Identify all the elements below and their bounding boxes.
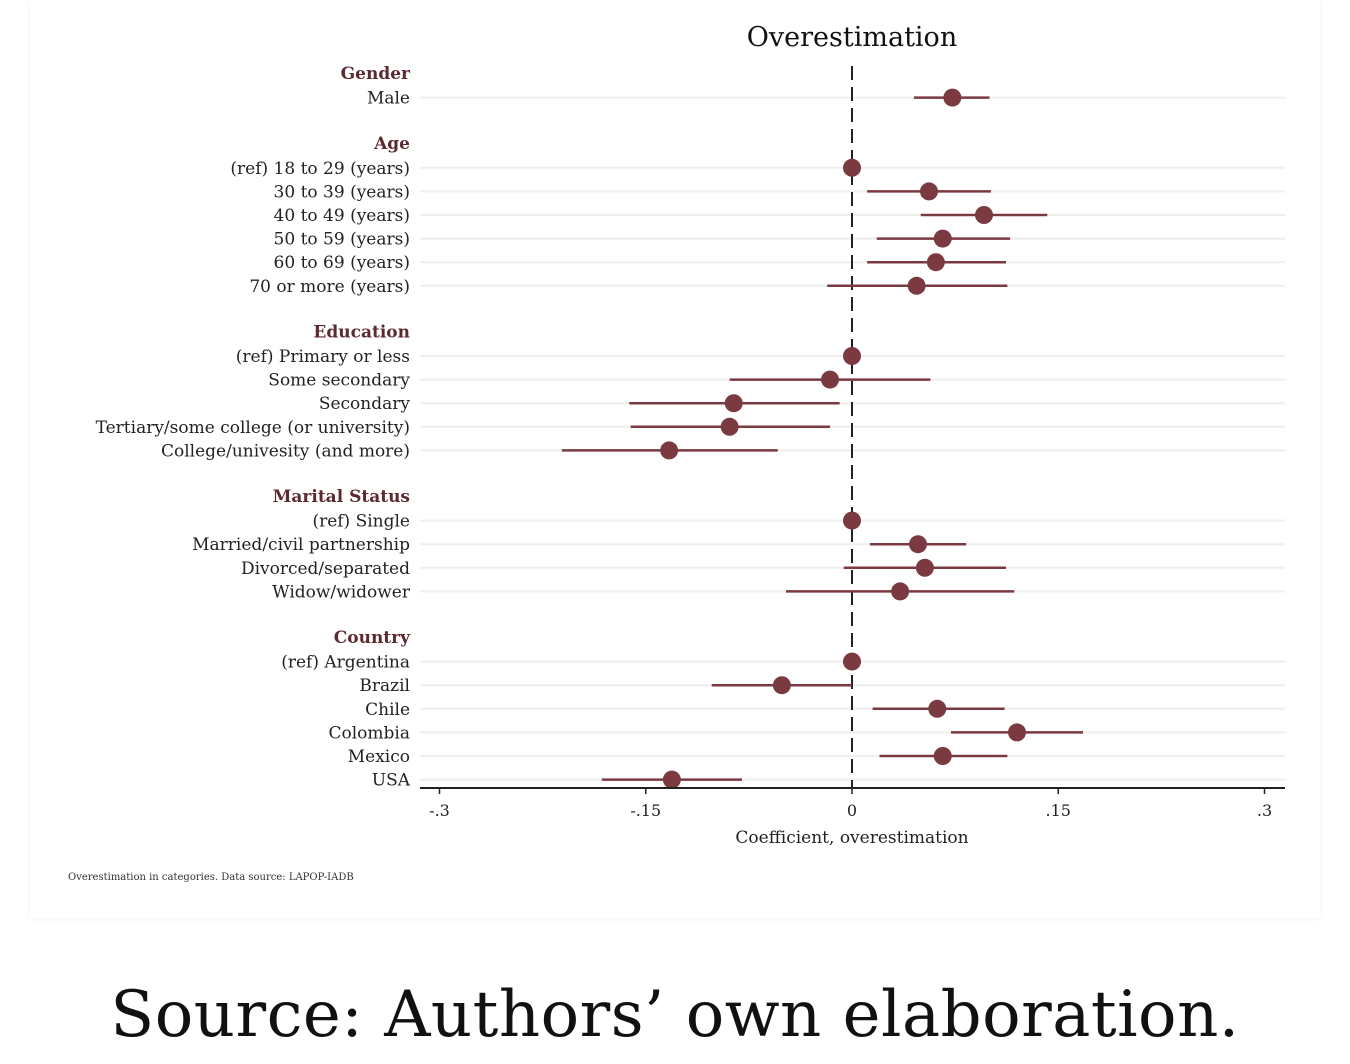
row-label: Colombia — [329, 723, 411, 743]
group-label-gender: Gender — [341, 64, 411, 84]
point-estimate — [915, 558, 934, 577]
row-label: (ref) Primary or less — [236, 347, 410, 367]
point-estimate — [724, 394, 743, 413]
point-estimate — [660, 441, 679, 460]
row-label: USA — [372, 771, 411, 791]
point-estimate — [843, 158, 861, 177]
source-caption: Source: Authors’ own elaboration. — [110, 978, 1240, 1052]
row-label: College/univesity (and more) — [161, 441, 410, 461]
point-estimate — [907, 276, 926, 295]
point-estimate — [843, 652, 861, 671]
point-estimate — [909, 535, 927, 554]
row-labels: Gender Male Age (ref) 18 to 29 (years) 30 to… — [96, 64, 412, 791]
point-estimate — [720, 417, 739, 436]
x-tick-label: 0 — [847, 801, 857, 820]
x-axis-label: Coefficient, overestimation — [735, 828, 968, 848]
point-estimate — [975, 206, 993, 224]
x-tick-label: .3 — [1257, 801, 1272, 820]
point-estimate — [933, 747, 952, 765]
row-label: (ref) 18 to 29 (years) — [230, 159, 410, 179]
row-label: Male — [367, 89, 410, 109]
row-label: Chile — [365, 700, 410, 720]
row-label: 50 to 59 (years) — [274, 230, 410, 250]
x-tick-label: -.3 — [429, 801, 450, 820]
row-label: 40 to 49 (years) — [274, 206, 410, 226]
row-label: 70 or more (years) — [249, 277, 410, 297]
chart-note: Overestimation in categories. Data sourc… — [68, 872, 354, 883]
chart-panel: Overestimation Gender Male Age (ref) 18 to … — [30, 0, 1320, 918]
point-estimate — [943, 88, 962, 107]
row-label: Secondary — [319, 394, 411, 414]
group-label-age: Age — [373, 134, 410, 154]
confidence-intervals — [561, 96, 1083, 781]
point-estimate — [926, 253, 945, 272]
group-label-education: Education — [313, 322, 410, 342]
row-label: Divorced/separated — [241, 559, 410, 579]
chart-title: Overestimation — [747, 22, 957, 53]
point-estimate — [933, 229, 952, 248]
row-label: (ref) Single — [312, 512, 410, 532]
point-estimate — [1008, 723, 1026, 742]
point-estimate — [920, 182, 938, 201]
point-estimate — [843, 511, 861, 530]
x-axis-ticks: -.3 -.15 0 .15 .3 — [429, 788, 1272, 820]
group-label-country: Country — [334, 628, 411, 648]
point-estimates — [660, 88, 1026, 789]
point-estimate — [843, 347, 861, 365]
row-label: Married/civil partnership — [192, 535, 410, 555]
point-estimate — [821, 370, 839, 389]
row-label: Mexico — [348, 747, 410, 767]
row-label: Brazil — [359, 676, 410, 696]
point-estimate — [891, 582, 910, 601]
row-label: (ref) Argentina — [281, 653, 410, 673]
x-tick-label: -.15 — [630, 801, 661, 820]
point-estimate — [662, 770, 681, 789]
row-label: 60 to 69 (years) — [274, 253, 410, 273]
row-label: 30 to 39 (years) — [274, 182, 410, 202]
group-label-marital-status: Marital Status — [273, 487, 410, 507]
coefficient-plot: Overestimation Gender Male Age (ref) 18 to … — [68, 22, 1285, 883]
x-tick-label: .15 — [1046, 801, 1071, 820]
point-estimate — [928, 699, 947, 718]
row-label: Some secondary — [268, 371, 410, 391]
row-label: Widow/widower — [272, 582, 411, 602]
point-estimate — [772, 676, 791, 695]
row-label: Tertiary/some college (or university) — [96, 418, 410, 438]
